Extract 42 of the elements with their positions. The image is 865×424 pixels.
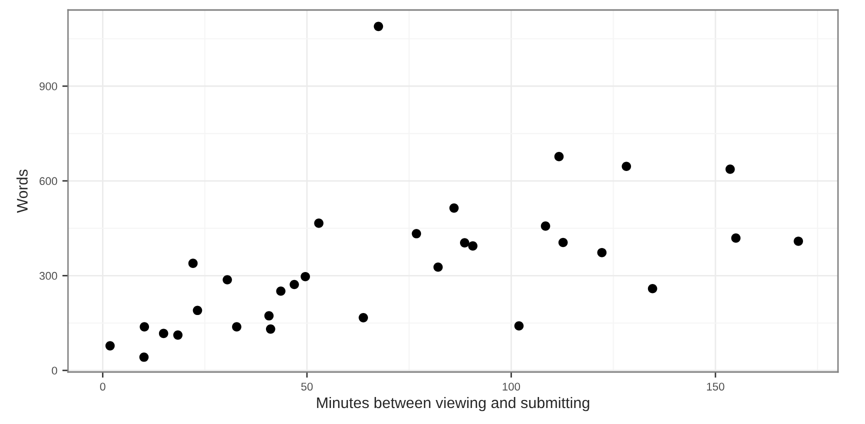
y-tick-label: 0 (52, 366, 58, 375)
point (300, 272, 310, 282)
point (597, 248, 607, 258)
point (264, 311, 274, 320)
x-tick-label: 100 (502, 382, 520, 391)
point (105, 341, 115, 350)
point (558, 238, 568, 248)
x-tick-label: 0 (100, 382, 106, 391)
point (449, 203, 459, 213)
point (276, 286, 286, 296)
point (412, 228, 422, 238)
point (358, 313, 368, 322)
point (173, 330, 183, 340)
point (554, 152, 564, 162)
point (140, 322, 150, 332)
point (374, 22, 384, 32)
point (158, 328, 168, 338)
point (290, 280, 299, 290)
point (460, 238, 470, 248)
point (468, 241, 478, 251)
x-tick-label: 150 (707, 382, 724, 391)
point (188, 258, 198, 268)
y-tick-label: 600 (40, 177, 58, 186)
point (540, 221, 550, 231)
point (139, 352, 149, 362)
y-tick-label: 300 (39, 272, 58, 280)
point (266, 324, 276, 334)
point (222, 275, 232, 284)
point (192, 306, 202, 316)
point (726, 164, 735, 174)
x-axis-title: Minutes between viewing and submitting (317, 396, 590, 412)
point (731, 233, 741, 243)
point (648, 284, 658, 294)
y-tick-label: 900 (40, 82, 58, 90)
point (622, 162, 632, 172)
point (314, 218, 324, 228)
x-tick-label: 50 (301, 382, 313, 391)
point (232, 322, 242, 332)
point (794, 236, 804, 246)
point (514, 321, 524, 331)
point (433, 262, 443, 272)
y-axis-title: Words (16, 170, 28, 213)
